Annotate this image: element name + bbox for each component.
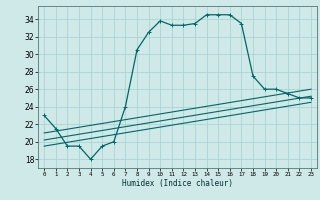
X-axis label: Humidex (Indice chaleur): Humidex (Indice chaleur)	[122, 179, 233, 188]
